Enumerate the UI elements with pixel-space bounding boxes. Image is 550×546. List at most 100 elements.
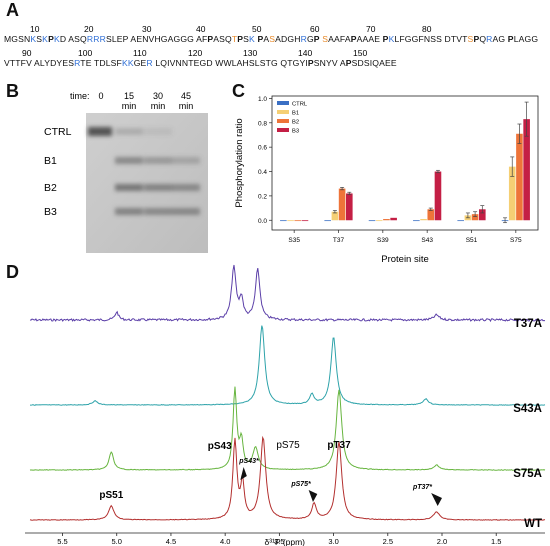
x-tick-label: S35	[288, 237, 300, 244]
bar-b1-s35	[287, 220, 294, 222]
sequence-segment: P	[383, 34, 389, 44]
legend-label-b1: B1	[292, 111, 299, 117]
legend-swatch-b2	[277, 119, 289, 123]
bar-b3-s75	[523, 119, 530, 221]
bar-b3-s39	[390, 217, 397, 221]
arrow-ps43-star	[240, 467, 247, 480]
bar-b2-s75	[516, 133, 523, 221]
time-unit: min	[122, 101, 137, 111]
y-tick-label: 0.0	[258, 218, 267, 225]
y-tick-label: 0.6	[258, 145, 267, 152]
bar-b3-s35	[301, 220, 309, 222]
bar-ctrl-t37	[324, 220, 331, 222]
band-label: B2	[44, 182, 57, 194]
sequence-number: 90	[22, 48, 32, 58]
gel-band	[115, 208, 143, 215]
y-tick-label: 0.8	[258, 120, 267, 127]
legend-label-ctrl: CTRL	[292, 102, 308, 108]
time-value: 0	[98, 91, 103, 101]
sequence-segment: GE	[134, 58, 147, 68]
gel-band	[172, 208, 200, 215]
sequence-number: 60	[310, 24, 320, 34]
sequence-segment: K	[389, 34, 395, 44]
sequence-segment: LFGGFNSS DTVT	[394, 34, 468, 44]
sequence-segment: AAFA	[328, 34, 351, 44]
x-axis-label: Protein site	[381, 254, 429, 265]
peak-label-pt37-star: pT37*	[412, 484, 432, 491]
x-tick-label: S51	[466, 237, 478, 244]
sequence-segment: T	[232, 34, 238, 44]
peak-label-ps43: pS43	[208, 441, 232, 452]
spectrum-t37a	[29, 264, 546, 323]
x-tick-label: 2.5	[383, 537, 393, 546]
sequence-numbers-line2: 90 100 110 120 130 140 150	[22, 48, 367, 58]
spectrum-s75a	[29, 386, 546, 471]
sequence-segment: SLEP AENVHGAGGG AF	[106, 34, 207, 44]
bar-b1-s75	[508, 166, 516, 221]
legend-label-b3: B3	[292, 129, 299, 135]
sequence-numbers-line1: 10 20 30 40 50 60 70 80	[30, 24, 432, 34]
sequence-segment: P	[508, 34, 514, 44]
band-label: CTRL	[44, 126, 72, 138]
sequence-segment: TE TDLSF	[80, 58, 122, 68]
sequence-number: 120	[188, 48, 202, 58]
legend-label-b2: B2	[292, 120, 299, 126]
peak-label-ps75-star: pS75*	[290, 481, 311, 488]
y-axis-label: Phosphorylation ratio	[234, 118, 245, 207]
panel-b-label: B	[6, 81, 19, 101]
time-unit: min	[151, 101, 166, 111]
sequence-number: 70	[366, 24, 376, 34]
bar-b3-t37	[346, 193, 353, 221]
x-tick-label: 5.5	[57, 537, 67, 546]
sequence-segment: ADGH	[275, 34, 300, 44]
x-tick-label: 3.5	[274, 537, 284, 546]
bar-b1-s39	[375, 220, 383, 222]
bar-ctrl-s35	[280, 220, 287, 222]
sequence-segment: P	[48, 34, 54, 44]
sequence-segment: D ASQ	[60, 34, 87, 44]
trace-label-s43a: S43A	[513, 403, 542, 415]
sequence-segment: K	[249, 34, 255, 44]
y-tick-label: 1.0	[258, 96, 267, 103]
sequence-segment: S	[322, 34, 328, 44]
legend-swatch-ctrl	[277, 101, 289, 105]
legend-swatch-b1	[277, 110, 289, 114]
sequence-segment: P	[473, 34, 479, 44]
sequence-segment: R	[486, 34, 492, 44]
bar-ctrl-s39	[368, 220, 376, 222]
gel-image	[86, 113, 208, 253]
sequence-number: 130	[243, 48, 257, 58]
bar-b2-t37	[338, 188, 346, 221]
trace-label-s75a: S75A	[513, 468, 542, 480]
bar-b2-s35	[294, 220, 302, 222]
bar-ctrl-s43	[413, 220, 420, 222]
sequence-segment: LQIVNNTEGD WWLAHSLSTG QTGYI	[153, 58, 308, 68]
sequence-segment: R	[146, 58, 152, 68]
sequence-segment: RRR	[87, 34, 106, 44]
bar-ctrl-s51	[457, 220, 464, 222]
sequence-line-1: MGSNKSKPKD ASQRRRSLEP AENVHGAGGG AFPASQT…	[4, 34, 538, 44]
gel-band	[115, 128, 143, 135]
sequence-panel: 10 20 30 40 50 60 70 80 MGSNKSKPKD ASQRRRSLEP A…	[4, 24, 538, 68]
x-tick-label: 1.5	[491, 537, 501, 546]
time-value: 30	[153, 91, 163, 101]
sequence-segment: R	[301, 34, 307, 44]
sequence-segment: P	[314, 34, 320, 44]
band-label: B3	[44, 206, 57, 218]
x-tick-label: 2.0	[437, 537, 447, 546]
sequence-number: 40	[196, 24, 206, 34]
spectrum-s43a	[30, 325, 546, 406]
sequence-segment: P	[346, 58, 352, 68]
sequence-segment: SDSIQAEE	[352, 58, 397, 68]
chart-frame	[271, 95, 539, 231]
bar-b2-s51	[471, 214, 479, 221]
x-tick-label: 5.0	[112, 537, 122, 546]
nmr-spectra-panel: 5.5 5.0 4.5 4.0 3.5 3.0 2.5 2.0 1.5 δ³¹P (ppm) T3…	[25, 264, 546, 546]
sequence-segment: MGSN	[4, 34, 30, 44]
bar-b1-t37	[331, 211, 339, 221]
bar-b3-s51	[479, 209, 486, 221]
x-tick-label: 4.0	[220, 537, 230, 546]
sequence-segment: P	[257, 34, 263, 44]
sequence-segment: K	[54, 34, 60, 44]
